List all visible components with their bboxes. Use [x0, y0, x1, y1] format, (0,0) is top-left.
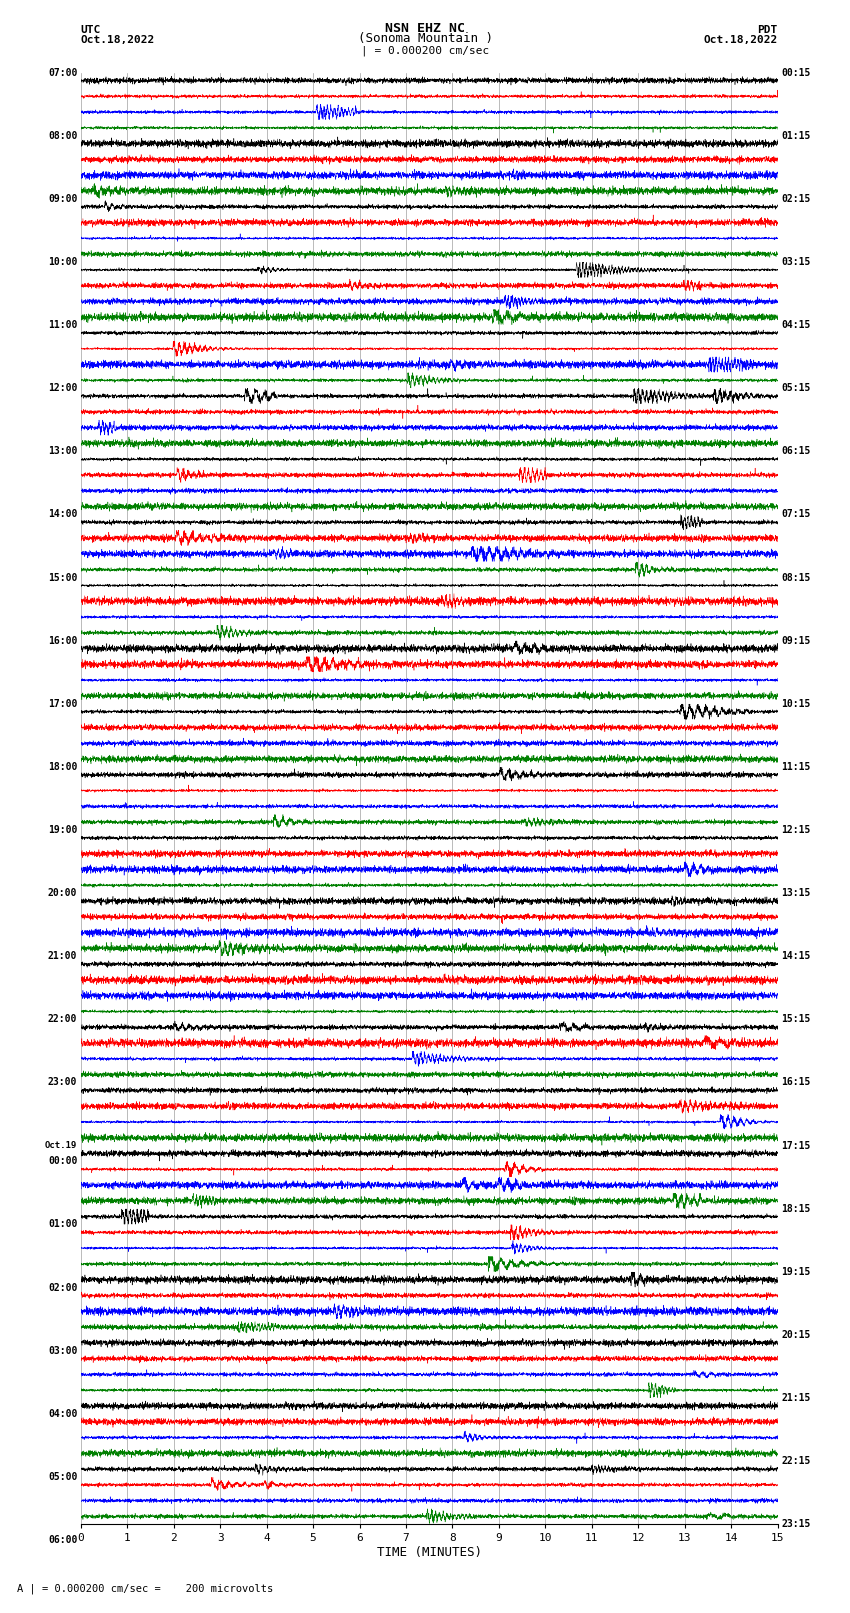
Text: 19:00: 19:00 — [48, 824, 77, 836]
Text: 03:00: 03:00 — [48, 1345, 77, 1355]
Text: 21:00: 21:00 — [48, 952, 77, 961]
Text: 23:00: 23:00 — [48, 1077, 77, 1087]
Text: 04:00: 04:00 — [48, 1408, 77, 1419]
Text: 11:15: 11:15 — [781, 761, 811, 773]
Text: 05:15: 05:15 — [781, 384, 811, 394]
Text: 05:00: 05:00 — [48, 1473, 77, 1482]
Text: NSN EHZ NC: NSN EHZ NC — [385, 21, 465, 35]
Text: 06:15: 06:15 — [781, 447, 811, 456]
Text: 20:00: 20:00 — [48, 889, 77, 898]
Text: 15:15: 15:15 — [781, 1015, 811, 1024]
Text: Oct.18,2022: Oct.18,2022 — [704, 35, 778, 45]
X-axis label: TIME (MINUTES): TIME (MINUTES) — [377, 1547, 482, 1560]
Text: A | = 0.000200 cm/sec =    200 microvolts: A | = 0.000200 cm/sec = 200 microvolts — [17, 1582, 273, 1594]
Text: 19:15: 19:15 — [781, 1266, 811, 1277]
Text: 08:00: 08:00 — [48, 131, 77, 140]
Text: 02:00: 02:00 — [48, 1282, 77, 1292]
Text: 03:15: 03:15 — [781, 256, 811, 266]
Text: 15:00: 15:00 — [48, 573, 77, 582]
Text: 22:00: 22:00 — [48, 1015, 77, 1024]
Text: 00:15: 00:15 — [781, 68, 811, 77]
Text: 11:00: 11:00 — [48, 319, 77, 331]
Text: | = 0.000200 cm/sec: | = 0.000200 cm/sec — [361, 45, 489, 56]
Text: 00:00: 00:00 — [48, 1157, 77, 1166]
Text: 20:15: 20:15 — [781, 1331, 811, 1340]
Text: 01:15: 01:15 — [781, 131, 811, 140]
Text: 13:15: 13:15 — [781, 889, 811, 898]
Text: Oct.19: Oct.19 — [45, 1140, 77, 1150]
Text: 14:15: 14:15 — [781, 952, 811, 961]
Text: 17:15: 17:15 — [781, 1140, 811, 1150]
Text: 10:15: 10:15 — [781, 698, 811, 708]
Text: 21:15: 21:15 — [781, 1394, 811, 1403]
Text: 07:00: 07:00 — [48, 68, 77, 77]
Text: UTC: UTC — [81, 24, 101, 35]
Text: 01:00: 01:00 — [48, 1219, 77, 1229]
Text: 17:00: 17:00 — [48, 698, 77, 708]
Text: 16:15: 16:15 — [781, 1077, 811, 1087]
Text: 12:00: 12:00 — [48, 384, 77, 394]
Text: 12:15: 12:15 — [781, 824, 811, 836]
Text: (Sonoma Mountain ): (Sonoma Mountain ) — [358, 32, 492, 45]
Text: 13:00: 13:00 — [48, 447, 77, 456]
Text: 04:15: 04:15 — [781, 319, 811, 331]
Text: 22:15: 22:15 — [781, 1457, 811, 1466]
Text: 18:00: 18:00 — [48, 761, 77, 773]
Text: Oct.18,2022: Oct.18,2022 — [81, 35, 155, 45]
Text: 10:00: 10:00 — [48, 256, 77, 266]
Text: 06:00: 06:00 — [48, 1536, 77, 1545]
Text: 09:15: 09:15 — [781, 636, 811, 645]
Text: 09:00: 09:00 — [48, 194, 77, 203]
Text: 16:00: 16:00 — [48, 636, 77, 645]
Text: 14:00: 14:00 — [48, 510, 77, 519]
Text: 08:15: 08:15 — [781, 573, 811, 582]
Text: 23:15: 23:15 — [781, 1519, 811, 1529]
Text: PDT: PDT — [757, 24, 778, 35]
Text: 02:15: 02:15 — [781, 194, 811, 203]
Text: 07:15: 07:15 — [781, 510, 811, 519]
Text: 18:15: 18:15 — [781, 1203, 811, 1213]
